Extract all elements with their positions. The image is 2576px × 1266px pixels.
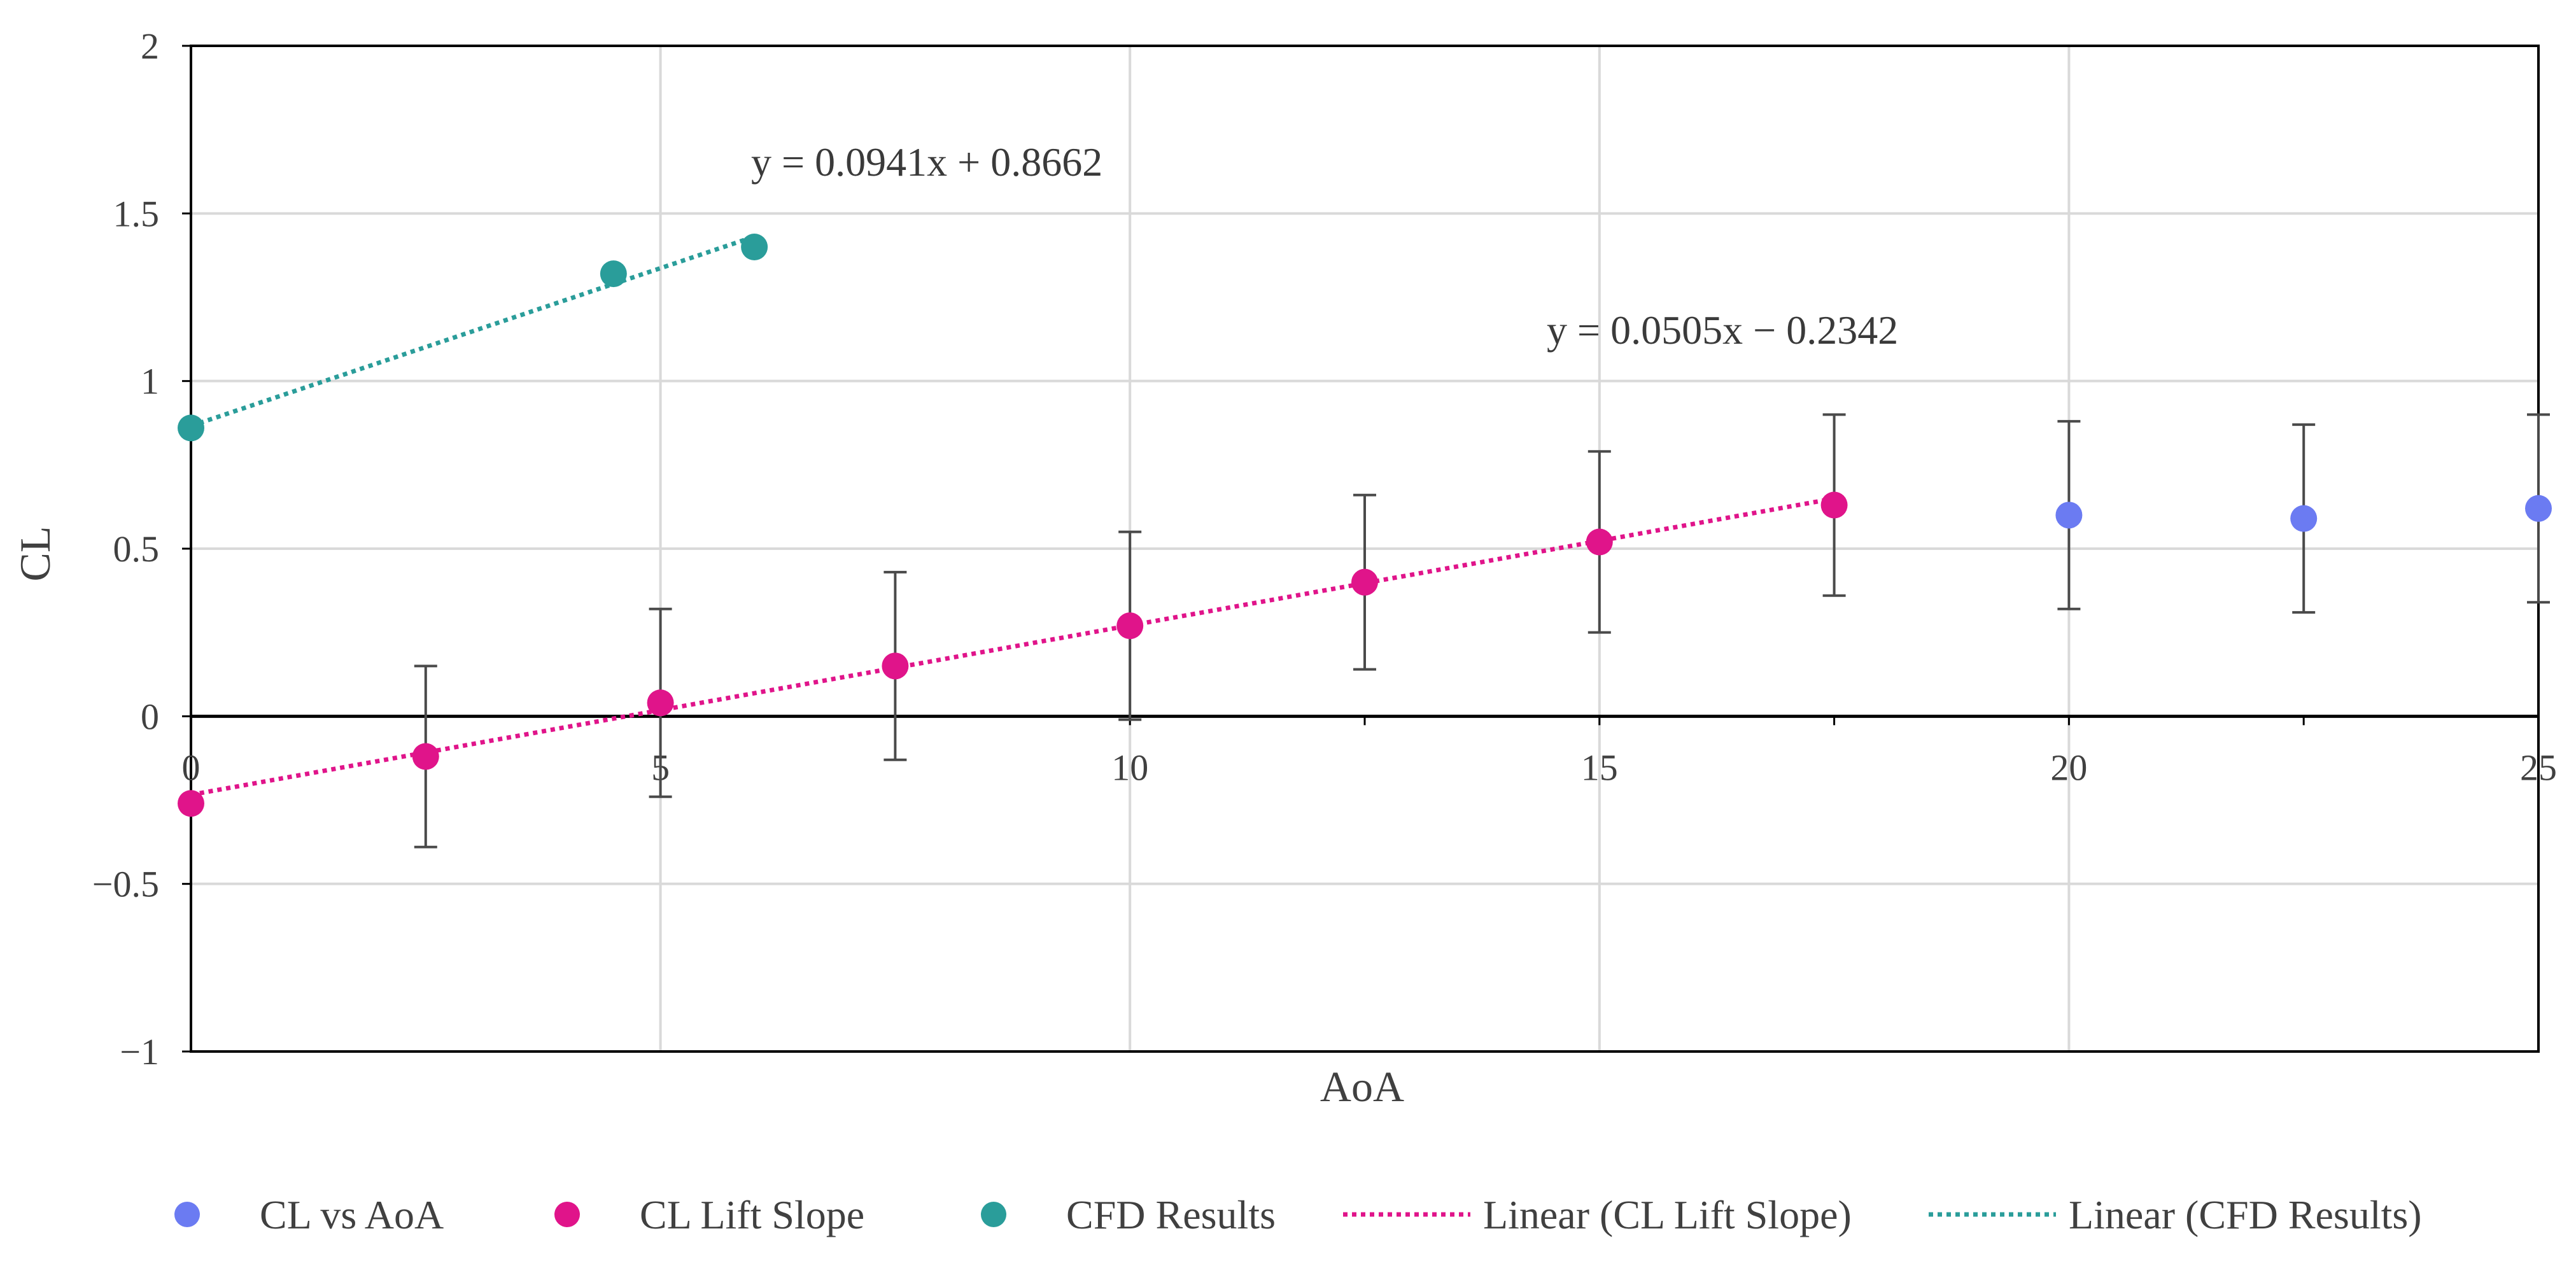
legend-label: CL vs AoA — [260, 1192, 444, 1237]
legend-marker — [554, 1202, 580, 1227]
legend-label: Linear (CFD Results) — [2069, 1192, 2422, 1237]
y-tick-label: 1 — [141, 361, 159, 402]
trendline-equation: y = 0.0941x + 0.8662 — [751, 139, 1102, 185]
data-point — [412, 743, 439, 770]
data-point — [178, 790, 204, 817]
y-tick-label: 2 — [141, 25, 159, 67]
data-point — [647, 689, 674, 717]
data-point — [741, 234, 768, 260]
data-point — [600, 260, 627, 288]
x-tick-label: 20 — [2050, 747, 2087, 788]
data-point — [178, 414, 204, 442]
legend: CL vs AoA CL Lift Slope CFD Results Linear … — [174, 1192, 2422, 1237]
data-point — [1351, 568, 1378, 596]
x-axis-title: AoA — [1320, 1062, 1404, 1111]
x-tick-label: 10 — [1111, 747, 1148, 788]
data-point — [1820, 491, 1848, 519]
y-tick-label: 0.5 — [113, 528, 160, 570]
data-point — [1586, 528, 1613, 556]
data-point — [1116, 612, 1144, 640]
y-tick-label: 0 — [141, 696, 159, 737]
x-tick-label: 0 — [182, 747, 201, 788]
legend-label: Linear (CL Lift Slope) — [1483, 1192, 1852, 1237]
x-tick-label: 15 — [1581, 747, 1618, 788]
y-axis-title: CL — [11, 526, 59, 582]
trendline-equation: y = 0.0505x − 0.2342 — [1547, 307, 1898, 353]
data-point — [2055, 502, 2083, 529]
data-point — [2525, 495, 2552, 522]
x-tick-label: 25 — [2520, 747, 2557, 788]
y-tick-label: −0.5 — [92, 864, 159, 905]
trendline — [190, 496, 1835, 798]
y-tick-label: −1 — [120, 1031, 159, 1073]
legend-label: CL Lift Slope — [640, 1192, 864, 1237]
trendline — [190, 234, 756, 428]
y-tick-label: 1.5 — [113, 193, 160, 234]
legend-marker — [981, 1202, 1006, 1227]
legend-label: CFD Results — [1066, 1192, 1276, 1237]
data-point — [2290, 505, 2318, 532]
legend-marker — [174, 1202, 200, 1227]
data-point — [882, 652, 909, 680]
